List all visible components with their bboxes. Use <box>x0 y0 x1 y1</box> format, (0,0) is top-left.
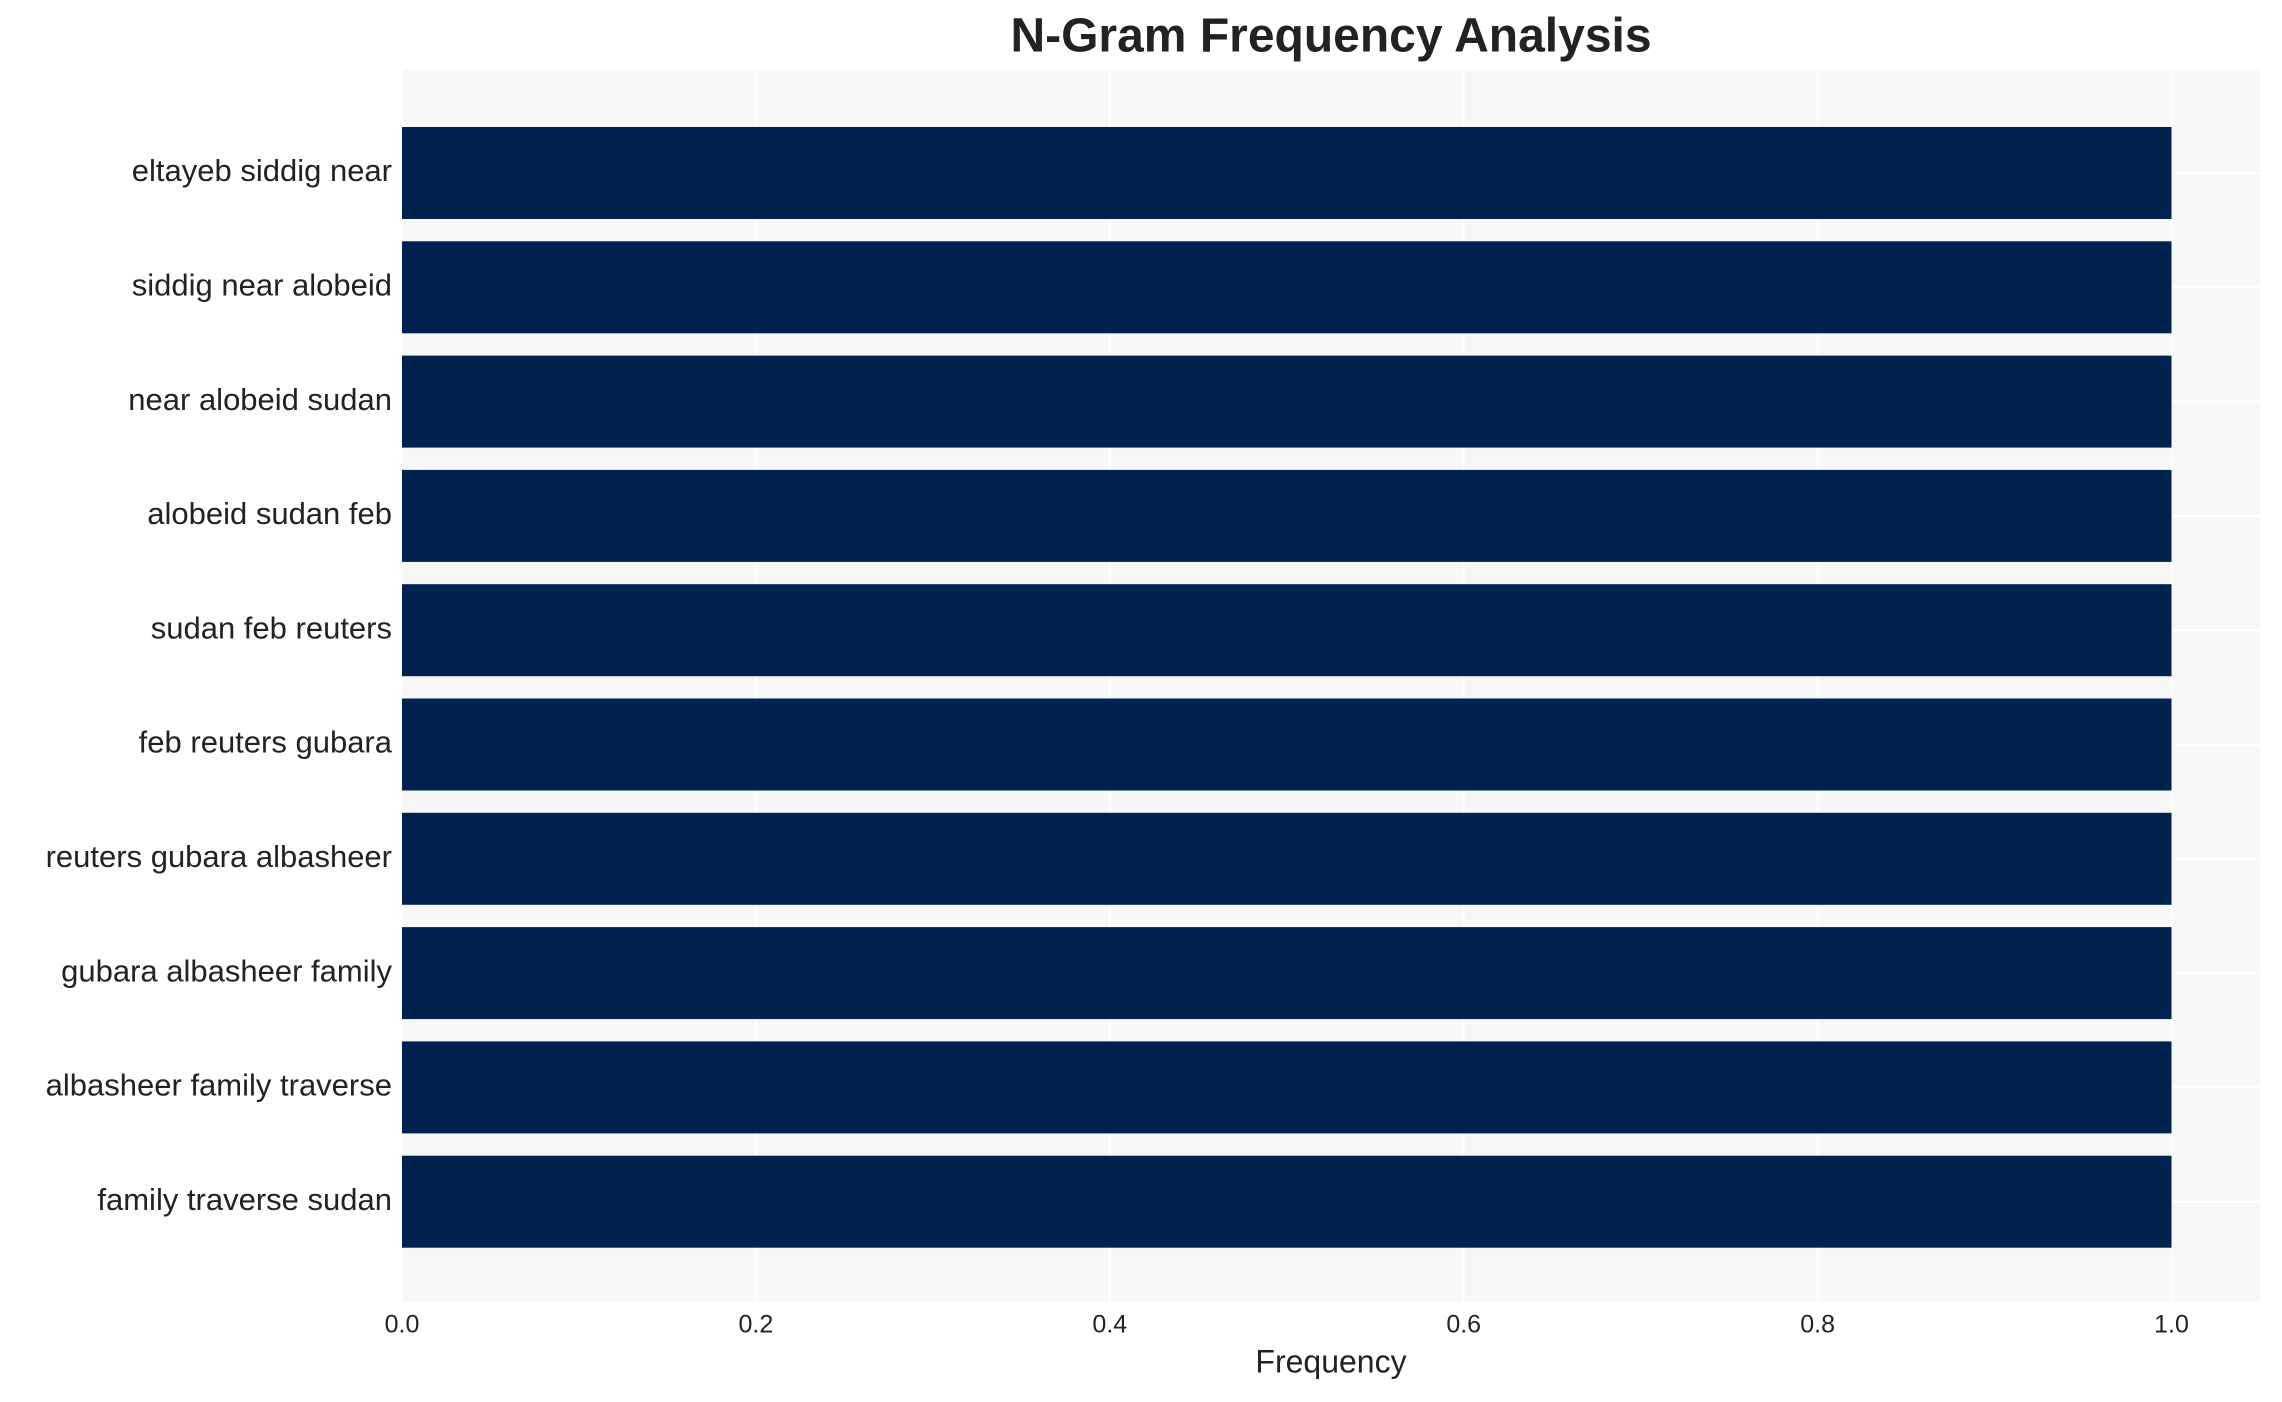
y-tick-label: siddig near alobeid <box>132 267 392 302</box>
x-tick-label: 0.4 <box>1092 1311 1127 1339</box>
y-tick-label: eltayeb siddig near <box>132 153 392 188</box>
y-tick-label: albasheer family traverse <box>46 1068 392 1103</box>
bar <box>402 241 2172 334</box>
x-axis-label: Frequency <box>1255 1343 1406 1379</box>
chart-title: N-Gram Frequency Analysis <box>1010 10 1651 63</box>
y-tick-label: feb reuters gubara <box>139 725 393 760</box>
x-tick-label: 0.8 <box>1800 1311 1835 1339</box>
bar <box>402 355 2172 448</box>
y-tick-label: near alobeid sudan <box>128 382 392 417</box>
bar <box>402 584 2172 677</box>
bar <box>402 127 2172 219</box>
y-tick-label: alobeid sudan feb <box>147 496 392 531</box>
x-tick-label: 0.0 <box>385 1311 420 1339</box>
bar <box>402 1041 2172 1134</box>
bar <box>402 469 2172 562</box>
bar <box>402 1155 2172 1248</box>
y-tick-label: reuters gubara albasheer <box>46 839 392 874</box>
x-tick-label: 1.0 <box>2154 1311 2189 1339</box>
x-tick-label: 0.2 <box>739 1311 774 1339</box>
y-tick-label: family traverse sudan <box>97 1182 392 1217</box>
bar <box>402 698 2172 791</box>
bar <box>402 927 2172 1020</box>
x-tick-label: 0.6 <box>1446 1311 1481 1339</box>
y-tick-label: sudan feb reuters <box>151 610 392 645</box>
bar <box>402 812 2172 905</box>
y-tick-label: gubara albasheer family <box>61 953 392 988</box>
